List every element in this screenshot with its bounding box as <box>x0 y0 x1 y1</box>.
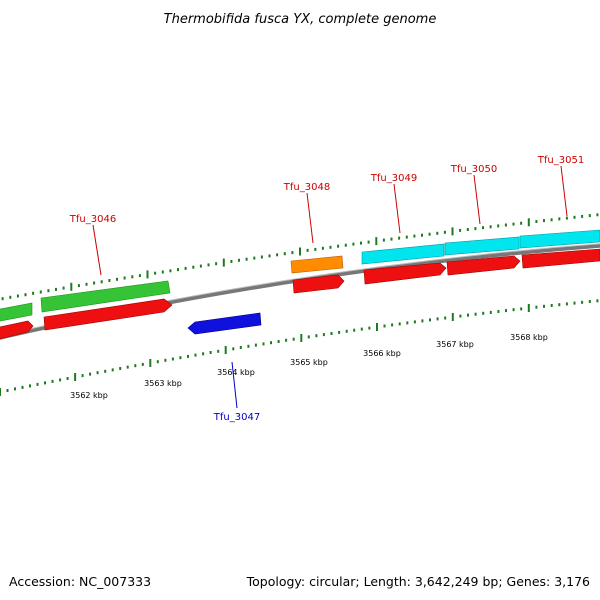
genome-summary: Topology: circular; Length: 3,642,249 bp… <box>246 574 590 589</box>
gene-label-tfu-3048[interactable]: Tfu_3048 <box>283 182 330 193</box>
gene-block-tfu-3051[interactable] <box>519 229 600 249</box>
gene-label-tfu-3049[interactable]: Tfu_3049 <box>370 173 417 184</box>
scale-label: 3567 kbp <box>436 340 474 349</box>
scale-label: 3566 kbp <box>363 349 401 358</box>
outer-tick-ring <box>1 213 599 301</box>
gene-label-tfu-3047[interactable]: Tfu_3047 <box>213 412 260 423</box>
accession-label: Accession: NC_007333 <box>9 574 151 589</box>
gene-block-tfu-3047[interactable] <box>187 312 262 335</box>
gene-label-tfu-3050[interactable]: Tfu_3050 <box>450 164 497 175</box>
gene-block-tfu-3051-cds[interactable] <box>521 248 600 269</box>
gene-block-tfu-3046[interactable] <box>40 280 171 313</box>
scale-label: 3565 kbp <box>290 358 328 367</box>
gene-block-tfu-3048[interactable] <box>290 255 344 274</box>
gene-track <box>0 229 600 340</box>
scale-labels: 3562 kbp 3563 kbp 3564 kbp 3565 kbp 3566 kbp… <box>70 333 548 400</box>
scale-label: 3564 kbp <box>217 368 255 377</box>
gene-block-green-partial[interactable] <box>0 302 33 322</box>
callout-line-tfu-3050 <box>473 174 481 225</box>
callout-line-tfu-3049 <box>393 183 401 234</box>
gene-block-tfu-3049-cds[interactable] <box>363 262 447 285</box>
scale-label: 3562 kbp <box>70 391 108 400</box>
gene-labels: Tfu_3046 Tfu_3047 Tfu_3048 Tfu_3049 Tfu_… <box>69 155 584 423</box>
inner-tick-ring <box>0 299 599 396</box>
callout-line-tfu-3047 <box>231 361 238 409</box>
gene-block-tfu-3046-cds[interactable] <box>43 298 173 331</box>
gene-label-tfu-3051[interactable]: Tfu_3051 <box>537 155 584 166</box>
callout-line-tfu-3046 <box>92 224 102 276</box>
gene-block-tfu-3049[interactable] <box>361 243 445 265</box>
gene-block-tfu-3048-cds[interactable] <box>292 274 345 294</box>
callout-line-tfu-3051 <box>560 165 568 217</box>
scale-label: 3568 kbp <box>510 333 548 342</box>
gene-block-tfu-3050-cds[interactable] <box>446 255 521 276</box>
gene-block-red-partial[interactable] <box>0 320 34 340</box>
gene-block-tfu-3050[interactable] <box>444 236 520 256</box>
scale-label: 3563 kbp <box>144 379 182 388</box>
callout-line-tfu-3048 <box>306 192 314 244</box>
gene-callouts <box>92 165 568 409</box>
map-title: Thermobifida fusca YX, complete genome <box>164 12 437 27</box>
gene-label-tfu-3046[interactable]: Tfu_3046 <box>69 214 116 225</box>
